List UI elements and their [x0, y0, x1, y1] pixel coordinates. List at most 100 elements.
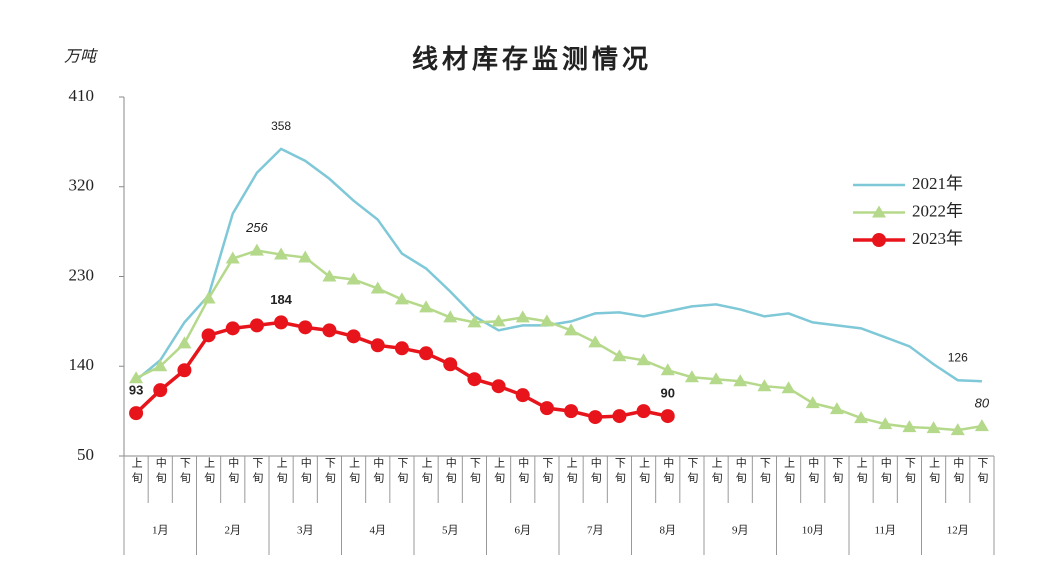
- point-marker: [129, 406, 144, 421]
- month-label: 1月: [152, 525, 169, 537]
- point-marker: [854, 411, 869, 424]
- point-marker: [346, 272, 361, 285]
- point-marker: [370, 338, 385, 353]
- point-marker: [974, 419, 989, 432]
- point-marker: [491, 314, 506, 327]
- point-marker: [612, 349, 627, 362]
- point-marker: [394, 292, 409, 305]
- y-tick-label: 320: [69, 176, 95, 195]
- point-marker: [129, 371, 144, 384]
- point-marker: [225, 251, 240, 264]
- point-marker: [515, 388, 530, 403]
- point-marker: [588, 335, 603, 348]
- x-tick-label: 中旬: [952, 457, 965, 487]
- point-marker: [733, 374, 748, 387]
- month-label: 4月: [370, 525, 387, 537]
- point-marker: [225, 321, 240, 336]
- x-tick-label: 下旬: [758, 457, 771, 487]
- data-label: 126: [948, 350, 968, 364]
- y-tick-label: 230: [69, 265, 95, 284]
- x-tick-label: 中旬: [299, 457, 312, 487]
- month-label: 12月: [947, 525, 969, 537]
- month-label: 10月: [802, 525, 824, 537]
- y-tick-label: 140: [69, 355, 95, 374]
- x-tick-label: 下旬: [251, 457, 264, 487]
- x-tick-label: 上旬: [783, 457, 796, 487]
- x-tick-label: 下旬: [686, 457, 699, 487]
- point-marker: [636, 353, 651, 366]
- point-marker: [274, 315, 289, 330]
- x-tick-label: 中旬: [879, 457, 892, 487]
- x-tick-label: 中旬: [444, 457, 457, 487]
- point-marker: [322, 323, 337, 338]
- data-label: 256: [245, 220, 268, 235]
- point-marker: [153, 383, 168, 398]
- x-tick-label: 上旬: [855, 457, 868, 487]
- x-tick-label: 上旬: [420, 457, 433, 487]
- point-marker: [177, 336, 192, 349]
- x-tick-label: 中旬: [372, 457, 385, 487]
- point-marker: [443, 357, 458, 372]
- point-marker: [177, 363, 192, 378]
- point-marker: [757, 379, 772, 392]
- point-marker: [346, 329, 361, 344]
- month-label: 11月: [874, 525, 896, 537]
- point-marker: [419, 346, 434, 361]
- point-marker: [298, 250, 313, 263]
- x-tick-label: 下旬: [831, 457, 844, 487]
- point-marker: [878, 417, 893, 430]
- month-label: 5月: [442, 525, 459, 537]
- x-tick-label: 上旬: [348, 457, 361, 487]
- chart-title: 线材库存监测情况: [412, 45, 652, 74]
- point-marker: [491, 379, 506, 394]
- x-tick-label: 中旬: [734, 457, 747, 487]
- data-label: 184: [270, 292, 292, 307]
- point-marker: [829, 402, 844, 415]
- point-marker: [419, 300, 434, 313]
- point-marker: [684, 370, 699, 383]
- point-marker: [201, 291, 216, 304]
- point-marker: [443, 310, 458, 323]
- data-label: 93: [129, 383, 143, 398]
- x-tick-label: 中旬: [807, 457, 820, 487]
- y-unit: 万吨: [64, 48, 99, 66]
- point-marker: [660, 363, 675, 376]
- x-tick-label: 上旬: [203, 457, 216, 487]
- x-tick-label: 中旬: [517, 457, 530, 487]
- x-tick-label: 下旬: [541, 457, 554, 487]
- point-marker: [805, 396, 820, 409]
- point-marker: [539, 314, 554, 327]
- point-marker: [249, 243, 264, 256]
- point-marker: [394, 341, 409, 356]
- x-tick-label: 中旬: [227, 457, 240, 487]
- legend-marker: [872, 205, 886, 218]
- x-tick-label: 下旬: [613, 457, 626, 487]
- legend-label: 2022年: [912, 201, 963, 220]
- month-label: 6月: [515, 525, 532, 537]
- point-marker: [926, 421, 941, 434]
- x-tick-label: 上旬: [638, 457, 651, 487]
- series-line: [135, 249, 983, 432]
- legend-label: 2023年: [912, 229, 963, 248]
- point-marker: [467, 315, 482, 328]
- point-marker: [950, 423, 965, 436]
- point-marker: [564, 404, 579, 419]
- point-marker: [902, 420, 917, 433]
- month-label: 9月: [732, 525, 749, 537]
- point-marker: [249, 318, 264, 333]
- point-marker: [515, 310, 530, 323]
- x-tick-label: 中旬: [589, 457, 602, 487]
- point-marker: [467, 372, 482, 387]
- point-marker: [636, 404, 651, 419]
- x-tick-label: 上旬: [565, 457, 578, 487]
- legend-label: 2021年: [912, 174, 963, 193]
- x-tick-label: 中旬: [662, 457, 675, 487]
- point-marker: [274, 247, 289, 260]
- x-tick-label: 上旬: [710, 457, 723, 487]
- x-tick-label: 上旬: [130, 457, 143, 487]
- point-marker: [298, 320, 313, 335]
- data-label: 80: [975, 396, 990, 411]
- series-line: [134, 320, 669, 419]
- data-label: 90: [661, 386, 675, 401]
